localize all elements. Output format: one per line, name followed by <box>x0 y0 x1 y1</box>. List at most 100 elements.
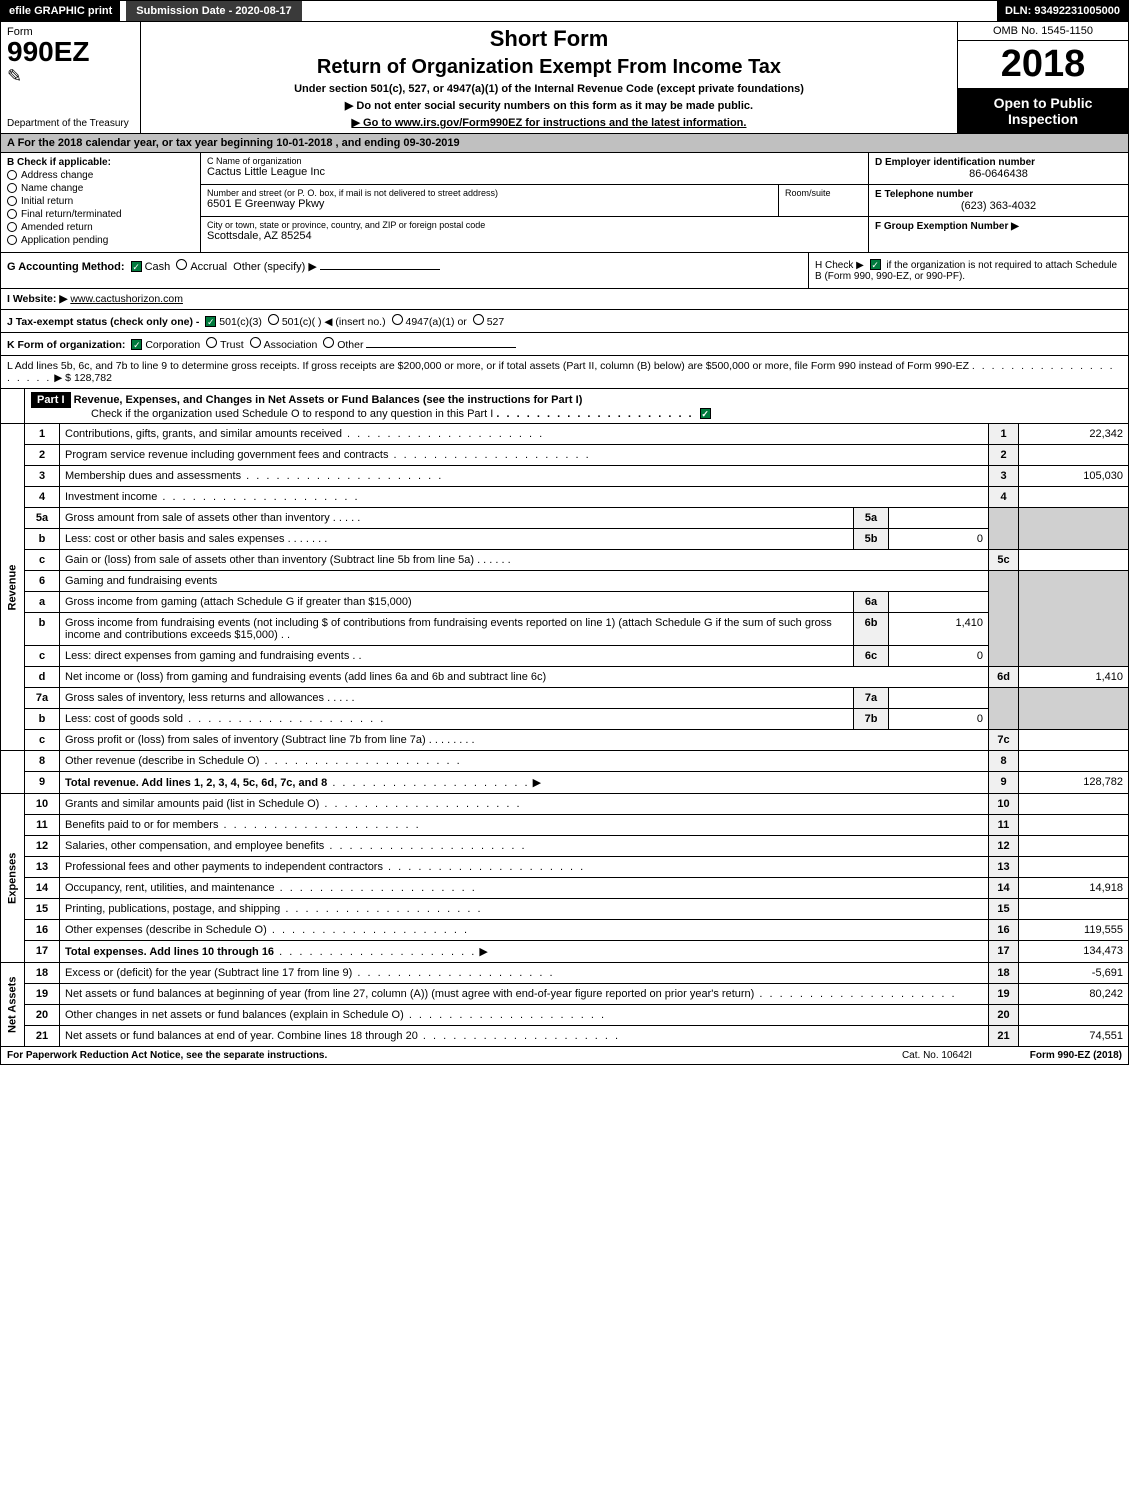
cash-checkbox[interactable]: ✓ <box>131 261 142 272</box>
netassets-side-label: Net Assets <box>1 963 25 1047</box>
chk-final-return[interactable]: Final return/terminated <box>7 209 194 220</box>
527-checkbox[interactable] <box>473 314 484 325</box>
tax-period-row: A For the 2018 calendar year, or tax yea… <box>0 134 1129 153</box>
section-b: B Check if applicable: Address change Na… <box>1 153 201 252</box>
chk-application-pending[interactable]: Application pending <box>7 235 194 246</box>
cat-no: Cat. No. 10642I <box>896 1047 978 1064</box>
line-8-text: Other revenue (describe in Schedule O) <box>65 755 259 767</box>
4947-checkbox[interactable] <box>392 314 403 325</box>
form-of-org-row: K Form of organization: ✓Corporation Tru… <box>0 333 1129 356</box>
room-suite: Room/suite <box>778 185 868 216</box>
cash-label: Cash <box>145 261 171 273</box>
form-of-org-label: K Form of organization: <box>7 339 125 351</box>
501c-checkbox[interactable] <box>268 314 279 325</box>
addr-value: 6501 E Greenway Pkwy <box>207 198 772 210</box>
website-label: I Website: ▶ <box>7 293 67 305</box>
line-2-amount <box>1019 445 1129 466</box>
chk-initial-return[interactable]: Initial return <box>7 196 194 207</box>
section-c: C Name of organization Cactus Little Lea… <box>201 153 868 252</box>
line-6a-amount <box>889 592 989 613</box>
gh-row: G Accounting Method: ✓Cash Accrual Other… <box>0 253 1129 289</box>
line-10-amount <box>1019 794 1129 815</box>
line-17-amount: 134,473 <box>1019 941 1129 963</box>
form-number: 990EZ <box>7 38 134 66</box>
omb-number: OMB No. 1545-1150 <box>958 22 1128 41</box>
under-section: Under section 501(c), 527, or 4947(a)(1)… <box>149 83 949 95</box>
501c3-checkbox[interactable]: ✓ <box>205 316 216 327</box>
line-21-amount: 74,551 <box>1019 1026 1129 1047</box>
line-16-amount: 119,555 <box>1019 920 1129 941</box>
line-7c-amount <box>1019 730 1129 751</box>
ein-value: 86-0646438 <box>875 168 1122 180</box>
part-1-header: Part I Revenue, Expenses, and Changes in… <box>0 389 1129 424</box>
efile-label[interactable]: efile GRAPHIC print <box>1 1 120 21</box>
schedule-b-checkbox[interactable]: ✓ <box>870 259 881 270</box>
line-18-amount: -5,691 <box>1019 963 1129 984</box>
line-5a-text: Gross amount from sale of assets other t… <box>65 512 330 524</box>
do-not-enter: ▶ Do not enter social security numbers o… <box>149 99 949 112</box>
line-14-amount: 14,918 <box>1019 878 1129 899</box>
schedule-o-checkbox[interactable]: ✓ <box>700 408 711 419</box>
line-4-amount <box>1019 487 1129 508</box>
line-19-amount: 80,242 <box>1019 984 1129 1005</box>
part-1-label: Part I <box>31 392 71 408</box>
line-9-text: Total revenue. Add lines 1, 2, 3, 4, 5c,… <box>65 777 327 789</box>
assoc-checkbox[interactable] <box>250 337 261 348</box>
phone-label: E Telephone number <box>875 189 1122 200</box>
other-method-label: Other (specify) ▶ <box>233 261 317 273</box>
line-6b-amount: 1,410 <box>889 613 989 646</box>
part-1-check-line: Check if the organization used Schedule … <box>91 408 493 420</box>
line-6c-text: Less: direct expenses from gaming and fu… <box>65 650 349 662</box>
line-20-text: Other changes in net assets or fund bala… <box>65 1009 404 1021</box>
line-17-text: Total expenses. Add lines 10 through 16 <box>65 946 274 958</box>
period-label-b: , and ending <box>336 137 401 149</box>
accrual-checkbox[interactable] <box>176 259 187 270</box>
website-value[interactable]: www.cactushorizon.com <box>70 293 183 305</box>
dept-label: Department of the Treasury <box>7 118 134 129</box>
section-b-title: B Check if applicable: <box>7 157 194 168</box>
accrual-label: Accrual <box>190 261 227 273</box>
line-7a-amount <box>889 688 989 709</box>
line-3-text: Membership dues and assessments <box>65 470 241 482</box>
line-1-text: Contributions, gifts, grants, and simila… <box>65 428 342 440</box>
goto-link[interactable]: ▶ Go to www.irs.gov/Form990EZ for instru… <box>149 116 949 129</box>
line-5c-amount <box>1019 550 1129 571</box>
section-h: H Check ▶ ✓ if the organization is not r… <box>808 253 1128 288</box>
line-7b-text: Less: cost of goods sold <box>65 713 183 725</box>
line-6b-text: Gross income from fundraising events (no… <box>65 617 832 641</box>
line-5b-amount: 0 <box>889 529 989 550</box>
part-1-title: Revenue, Expenses, and Changes in Net As… <box>74 394 583 406</box>
gross-receipts-value: 128,782 <box>74 372 112 384</box>
accounting-method-label: G Accounting Method: <box>7 261 125 273</box>
period-end: 09-30-2019 <box>403 137 459 149</box>
trust-checkbox[interactable] <box>206 337 217 348</box>
top-bar: efile GRAPHIC print Submission Date - 20… <box>0 0 1129 22</box>
org-name-label: C Name of organization <box>207 156 862 166</box>
chk-name-change[interactable]: Name change <box>7 183 194 194</box>
section-def: D Employer identification number 86-0646… <box>868 153 1128 252</box>
chk-address-change[interactable]: Address change <box>7 170 194 181</box>
period-label-a: A For the 2018 calendar year, or tax yea… <box>7 137 273 149</box>
line-6d-text: Net income or (loss) from gaming and fun… <box>65 671 546 683</box>
line-12-text: Salaries, other compensation, and employ… <box>65 840 324 852</box>
line-8-amount <box>1019 751 1129 772</box>
chk-amended-return[interactable]: Amended return <box>7 222 194 233</box>
line-1-amount: 22,342 <box>1019 424 1129 445</box>
line-18-text: Excess or (deficit) for the year (Subtra… <box>65 967 352 979</box>
dln-label: DLN: 93492231005000 <box>997 1 1128 21</box>
corp-checkbox[interactable]: ✓ <box>131 339 142 350</box>
line-14-text: Occupancy, rent, utilities, and maintena… <box>65 882 275 894</box>
line-9-amount: 128,782 <box>1019 772 1129 794</box>
other-org-checkbox[interactable] <box>323 337 334 348</box>
return-title: Return of Organization Exempt From Incom… <box>149 56 949 79</box>
group-exemption-label: F Group Exemption Number ▶ <box>875 221 1122 232</box>
line-4-text: Investment income <box>65 491 157 503</box>
org-name: Cactus Little League Inc <box>207 166 862 178</box>
line-16-text: Other expenses (describe in Schedule O) <box>65 924 267 936</box>
city-value: Scottsdale, AZ 85254 <box>207 230 862 242</box>
line-5c-text: Gain or (loss) from sale of assets other… <box>65 554 474 566</box>
line-7b-amount: 0 <box>889 709 989 730</box>
line-19-text: Net assets or fund balances at beginning… <box>65 988 754 1000</box>
line-6d-amount: 1,410 <box>1019 667 1129 688</box>
submission-date: Submission Date - 2020-08-17 <box>126 1 301 21</box>
